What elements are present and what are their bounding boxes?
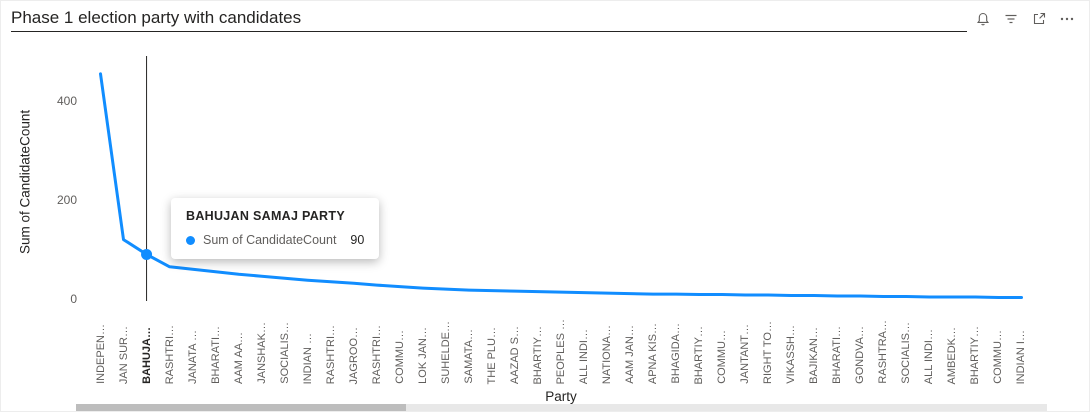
x-axis-label[interactable]: BHARTIY…: [969, 325, 982, 384]
x-axis-label[interactable]: RASHTRI…: [163, 324, 176, 384]
x-axis-label[interactable]: INDIAN …: [301, 332, 314, 384]
x-axis-label[interactable]: COMMU…: [715, 330, 728, 384]
x-axis-labels: INDEPEN… JAN SUR… BAHUJA… RASHTRI… JANATA … B…: [89, 304, 1033, 386]
x-axis-label[interactable]: BHARATI…: [831, 326, 843, 384]
x-axis-label[interactable]: AAZAD S…: [508, 325, 521, 384]
x-axis-label[interactable]: JAN SUR…: [117, 325, 130, 384]
x-axis-label[interactable]: JANTANT…: [738, 324, 751, 384]
x-axis-label[interactable]: JAGROO…: [347, 326, 360, 384]
x-axis-label[interactable]: JANSHAK…: [255, 322, 268, 384]
x-axis-label[interactable]: BAHUJA…: [140, 327, 153, 384]
filter-icon[interactable]: [1003, 11, 1019, 27]
x-axis-label[interactable]: SOCIALIS…: [278, 322, 291, 384]
more-options-icon[interactable]: [1059, 11, 1075, 27]
tooltip-series-row: Sum of CandidateCount 90: [186, 233, 364, 247]
selected-point-marker[interactable]: [141, 248, 153, 260]
focus-mode-icon[interactable]: [1031, 11, 1047, 27]
bell-icon[interactable]: [975, 11, 991, 27]
x-axis-label[interactable]: AAM AA…: [232, 332, 245, 384]
visual-header-icons: [975, 11, 1075, 27]
x-axis-label[interactable]: GONDVA…: [854, 326, 867, 384]
x-axis-label[interactable]: AMBEDK…: [946, 326, 959, 384]
x-axis-label[interactable]: THE PLU…: [485, 326, 498, 384]
x-axis-label[interactable]: INDEPEN…: [94, 324, 107, 384]
title-underline: [11, 31, 967, 32]
x-axis-label[interactable]: NATIONA…: [600, 324, 613, 384]
x-axis-label[interactable]: COMMU…: [992, 330, 1005, 384]
y-tick-label: 400: [56, 94, 77, 108]
x-axis-label[interactable]: COMMU…: [393, 330, 406, 384]
x-axis-label[interactable]: RASHTRI…: [370, 324, 383, 384]
series-color-dot: [186, 235, 195, 245]
x-axis-label[interactable]: LOK JAN…: [416, 327, 429, 384]
candidate-count-line[interactable]: [99, 72, 1023, 299]
x-axis-label[interactable]: BHARTIY…: [531, 325, 544, 384]
x-axis-label[interactable]: RASHTRI…: [324, 324, 337, 384]
x-axis-label[interactable]: AAM JAN…: [623, 325, 636, 384]
x-axis-label[interactable]: SUHELDE…: [439, 321, 452, 384]
x-axis-label[interactable]: ALL INDI…: [577, 328, 590, 384]
x-axis-label[interactable]: RASHTRA…: [877, 320, 890, 384]
x-axis-label[interactable]: BHARTIY…: [692, 325, 705, 384]
x-axis-label[interactable]: SAMATA…: [462, 329, 475, 384]
x-axis-label[interactable]: BHARATI…: [209, 326, 222, 384]
x-axis-label[interactable]: SOCIALIS…: [900, 322, 913, 384]
y-tick-label: 0: [70, 292, 77, 306]
x-axis-title: Party: [545, 389, 577, 404]
x-axis-label[interactable]: RIGHT TO…: [761, 321, 774, 384]
horizontal-scrollbar-thumb[interactable]: [76, 404, 407, 411]
x-axis-label[interactable]: PEOPLES …: [554, 318, 567, 384]
x-axis-label[interactable]: ALL INDI…: [923, 328, 936, 384]
tooltip-series-label: Sum of CandidateCount: [203, 233, 337, 247]
tooltip-title: BAHUJAN SAMAJ PARTY: [186, 209, 345, 223]
x-axis-label[interactable]: BAJIKAN…: [807, 327, 820, 384]
x-axis-label[interactable]: APNA KIS…: [646, 322, 659, 384]
x-axis-label[interactable]: JANATA …: [186, 330, 199, 384]
x-axis-label[interactable]: INDIAN I…: [1015, 329, 1028, 384]
y-tick-label: 200: [56, 193, 77, 207]
tooltip: BAHUJAN SAMAJ PARTY Sum of CandidateCoun…: [171, 198, 380, 259]
x-axis-label[interactable]: VIKASSH…: [784, 325, 797, 384]
visual-title: Phase 1 election party with candidates: [11, 8, 302, 27]
horizontal-scrollbar-track[interactable]: [76, 404, 1047, 411]
tooltip-value: 90: [350, 233, 365, 247]
x-axis-label[interactable]: BHAGIDA…: [669, 323, 682, 384]
